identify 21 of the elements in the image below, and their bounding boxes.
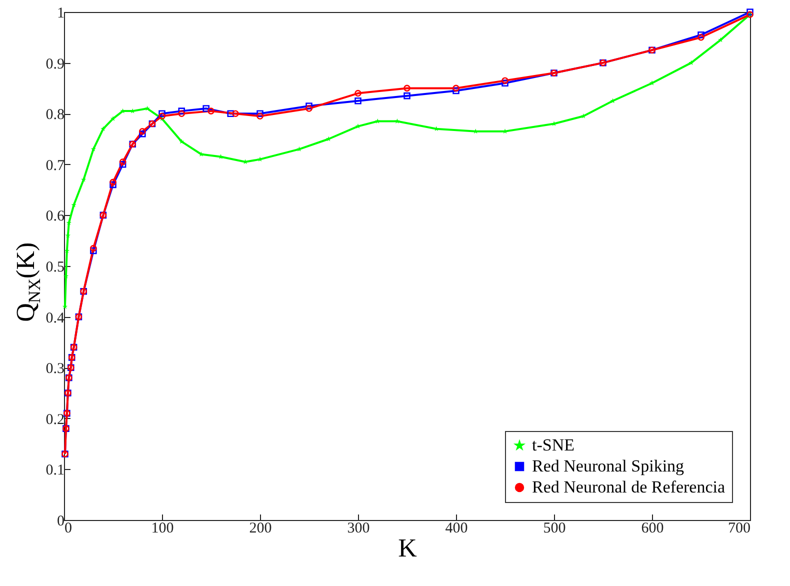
x-tick-label: 300 [347, 520, 370, 536]
y-tick-label: 0.1 [46, 462, 64, 479]
y-tick-label: 0.5 [46, 260, 64, 276]
y-tick-label: 0.6 [46, 208, 65, 225]
x-tick-label: 400 [445, 520, 468, 536]
x-tick-label: 100 [151, 520, 174, 536]
y-tick-label: 0.9 [46, 56, 64, 72]
x-tick-label: 700 [728, 520, 750, 536]
x-tick-label: 600 [641, 520, 664, 536]
y-tick-label: 0.7 [46, 158, 65, 174]
y-tick-label: 0.8 [46, 107, 64, 124]
legend-label: Red Neuronal de Referencia [532, 478, 726, 496]
x-tick-label: 500 [543, 520, 566, 536]
y-tick-label: 0.2 [46, 412, 64, 428]
x-axis-title: K [398, 534, 418, 562]
y-tick-label: 0.3 [46, 361, 64, 378]
y-tick-label: 0.4 [46, 310, 65, 326]
legend-label: t-SNE [532, 436, 574, 454]
x-tick-label: 200 [249, 520, 272, 536]
legend-label: Red Neuronal Spiking [532, 456, 685, 476]
y-tick-label: 1 [57, 6, 64, 22]
